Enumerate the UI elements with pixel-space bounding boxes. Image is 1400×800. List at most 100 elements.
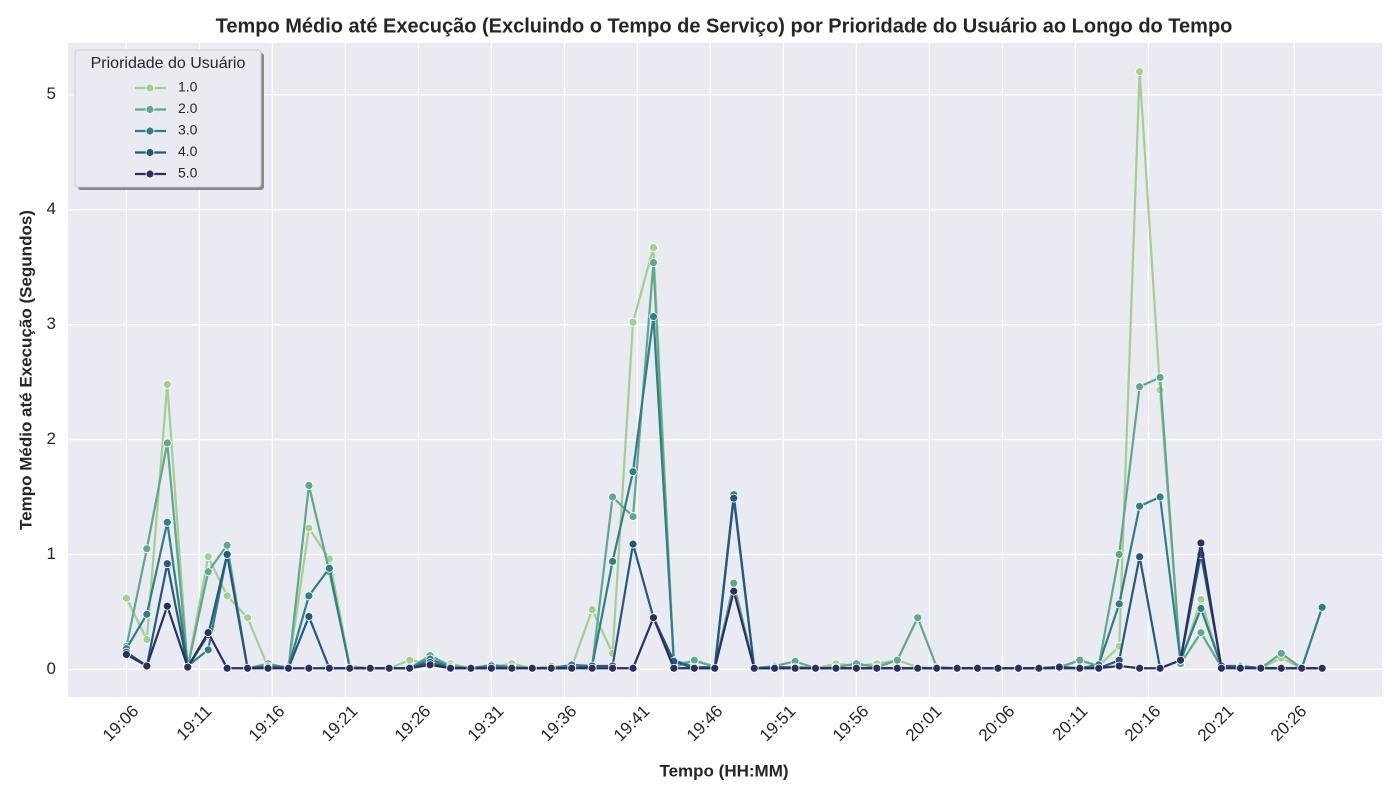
point — [749, 663, 759, 673]
point — [324, 663, 334, 673]
point — [587, 605, 597, 615]
point — [222, 550, 232, 559]
point — [405, 655, 415, 665]
point — [790, 663, 800, 673]
point — [892, 655, 902, 665]
series-line — [125, 498, 1323, 671]
point — [222, 663, 232, 673]
point — [222, 540, 232, 550]
point — [304, 523, 314, 533]
point — [284, 663, 293, 673]
point — [384, 663, 394, 673]
point — [446, 663, 455, 673]
point — [1317, 602, 1327, 612]
x-tick-label: 19:26 — [391, 702, 435, 746]
legend-label: 1.0 — [178, 79, 198, 95]
point — [162, 379, 172, 389]
x-tick-label: 19:51 — [756, 702, 800, 746]
x-tick-label: 19:31 — [464, 702, 508, 746]
point — [243, 613, 252, 623]
point — [142, 635, 152, 644]
series-line — [125, 262, 1323, 670]
point — [913, 663, 923, 673]
x-tick-label: 19:41 — [610, 702, 654, 746]
point — [1317, 663, 1327, 673]
x-tick-label: 19:16 — [245, 702, 289, 746]
point — [628, 467, 638, 477]
x-tick-label: 20:11 — [1049, 702, 1092, 745]
x-tick-label: 20:26 — [1267, 702, 1311, 746]
point — [527, 663, 537, 673]
point — [1256, 663, 1266, 673]
point — [1276, 648, 1286, 658]
legend-label: 3.0 — [178, 122, 198, 138]
point — [1034, 663, 1044, 673]
point — [122, 593, 131, 603]
x-tick-label: 19:21 — [318, 702, 362, 746]
point — [649, 258, 658, 267]
point — [365, 663, 375, 673]
point — [608, 556, 617, 566]
point — [628, 512, 638, 521]
point — [486, 663, 496, 673]
x-tick-label: 20:21 — [1194, 702, 1238, 746]
point — [162, 438, 172, 448]
point — [1297, 663, 1307, 673]
point — [304, 591, 314, 601]
point — [1135, 552, 1145, 562]
point — [872, 663, 882, 673]
point — [1135, 67, 1145, 77]
point — [608, 492, 617, 502]
chart-title: Tempo Médio até Execução (Excluindo o Te… — [216, 15, 1233, 37]
point — [1114, 599, 1124, 609]
point — [1054, 662, 1064, 672]
point — [1155, 492, 1165, 502]
point — [203, 628, 213, 638]
point — [304, 612, 314, 621]
point — [203, 567, 213, 577]
point — [952, 663, 962, 673]
point — [1075, 663, 1085, 673]
point — [1196, 538, 1206, 548]
point — [1135, 663, 1145, 673]
point — [608, 663, 617, 673]
point — [973, 663, 982, 673]
point — [1196, 628, 1206, 638]
point — [628, 317, 638, 327]
point — [1235, 663, 1245, 673]
point — [1135, 382, 1145, 392]
x-tick-label: 19:11 — [173, 702, 216, 745]
y-tick-label: 4 — [47, 199, 56, 218]
point — [669, 663, 679, 673]
point — [304, 663, 314, 673]
point — [831, 663, 841, 673]
x-tick-label: 19:46 — [683, 702, 727, 746]
y-tick-label: 2 — [47, 429, 56, 448]
point — [324, 563, 334, 573]
y-axis-label: Tempo Médio até Execução (Segundos) — [16, 210, 35, 530]
x-tick-label: 20:06 — [975, 702, 1019, 746]
grid — [68, 43, 1382, 697]
x-tick-label: 19:56 — [829, 702, 873, 746]
point — [1075, 655, 1085, 665]
point — [507, 663, 517, 673]
point — [203, 645, 213, 655]
legend-box — [74, 49, 262, 188]
point — [1196, 594, 1206, 604]
legend-marker — [145, 148, 155, 157]
x-tick-label: 20:16 — [1121, 702, 1165, 746]
point — [852, 663, 861, 673]
y-tick-label: 3 — [47, 314, 56, 333]
y-tick-label: 0 — [47, 659, 56, 678]
point — [203, 552, 213, 562]
legend: Prioridade do Usuário 1.0 2.0 3.0 4.0 5.0 — [74, 49, 264, 190]
point — [932, 663, 942, 673]
point — [770, 663, 780, 673]
legend-label: 5.0 — [178, 165, 198, 181]
point — [1135, 501, 1145, 511]
point — [567, 663, 577, 673]
point — [1114, 550, 1124, 559]
lines — [122, 67, 1327, 673]
plot-area — [68, 43, 1382, 697]
